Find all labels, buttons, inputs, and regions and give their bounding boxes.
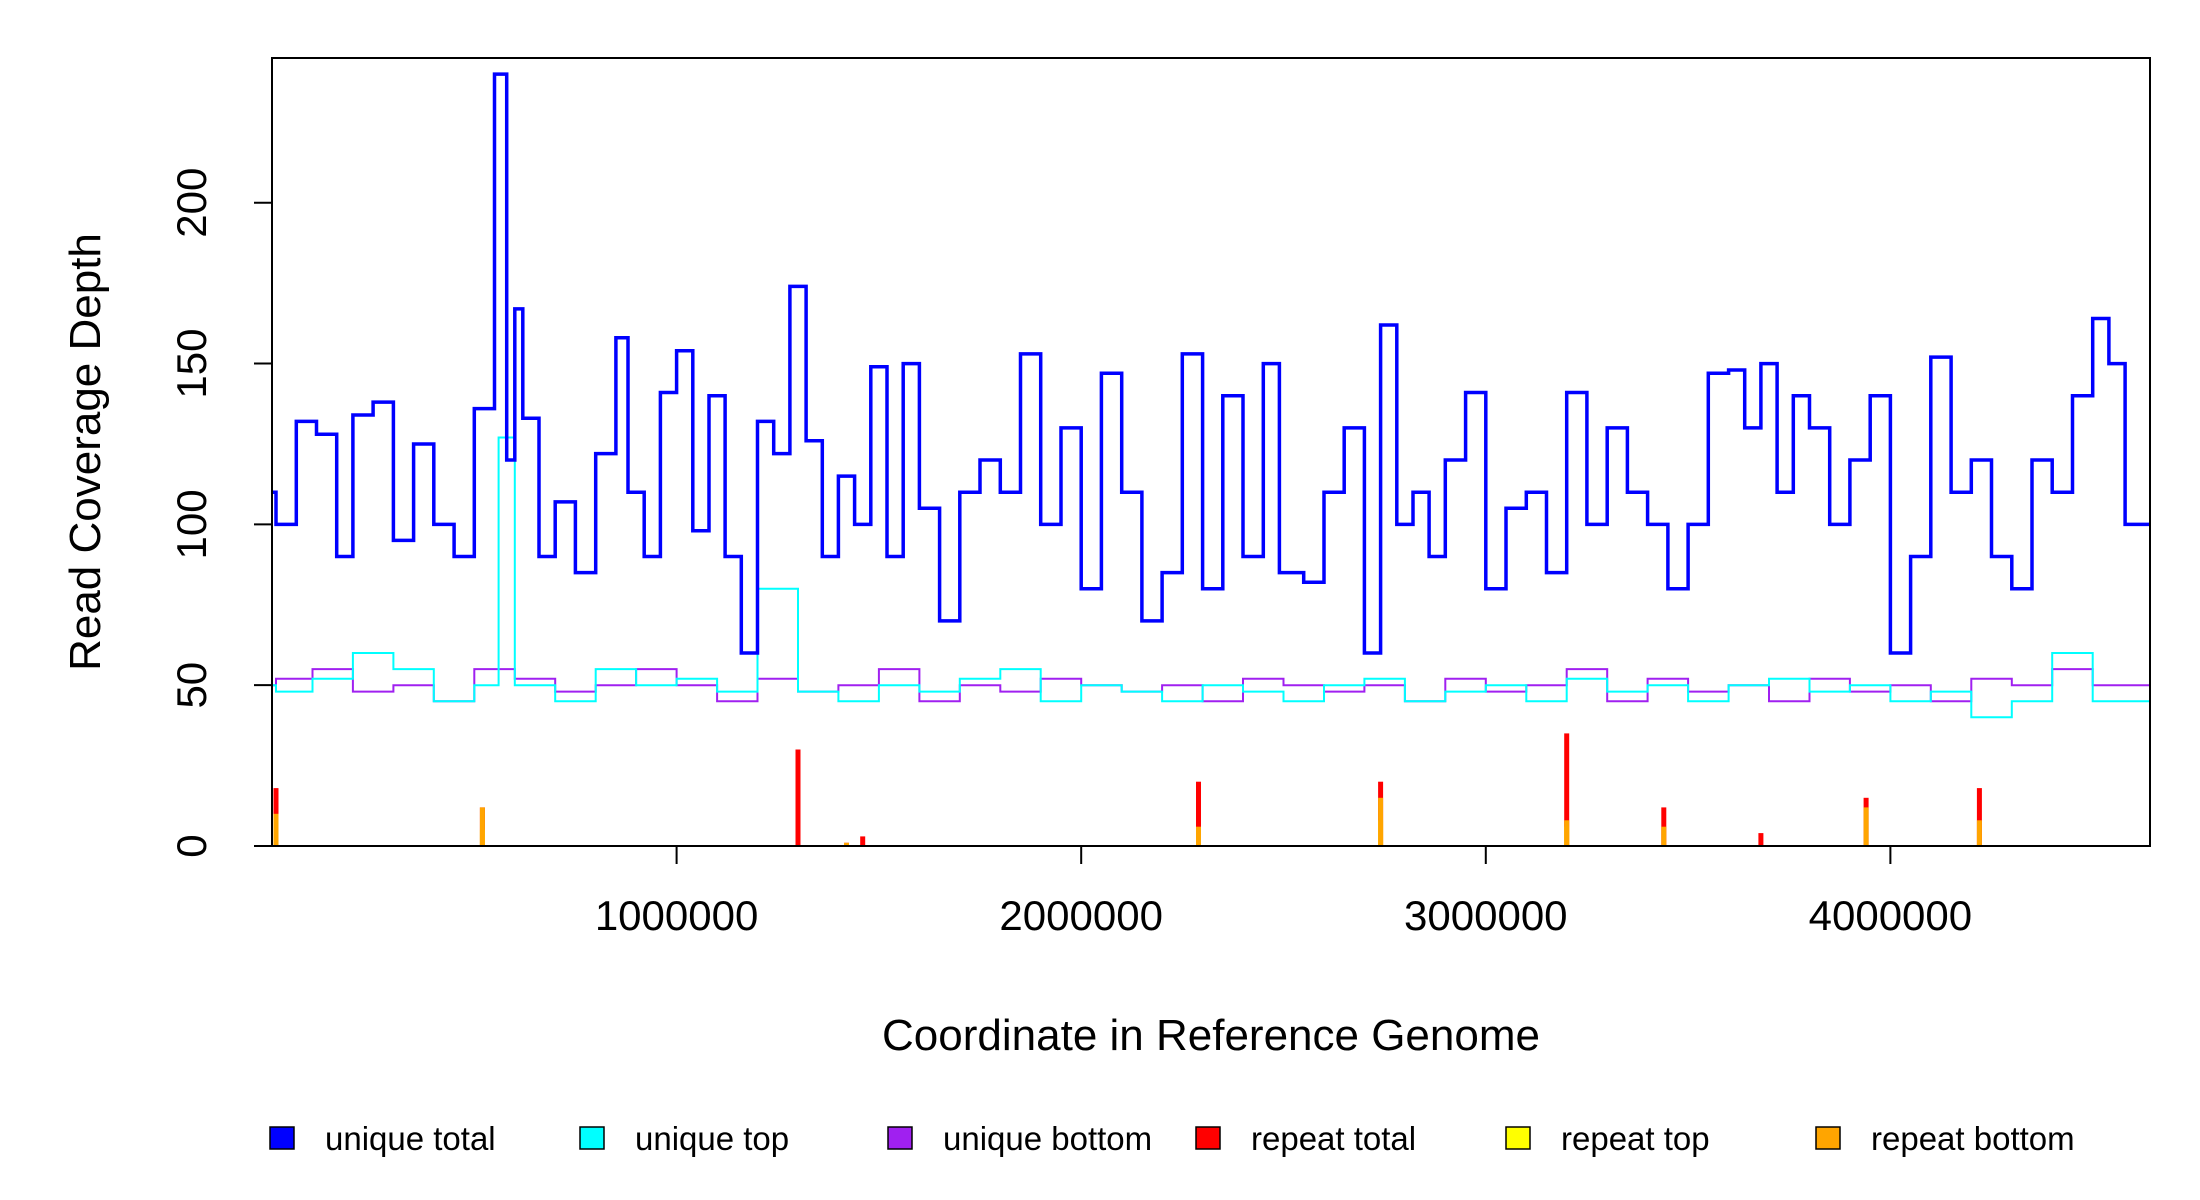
legend-label-repeat-total: repeat total <box>1251 1120 1416 1157</box>
repeat-bottom-spike <box>479 807 485 846</box>
y-axis: 0 50 100 150 200 <box>168 168 273 858</box>
x-axis: 1000000 2000000 3000000 4000000 <box>595 846 1972 939</box>
legend-label-unique-top: unique top <box>635 1120 789 1157</box>
legend-label-unique-bottom: unique bottom <box>943 1120 1152 1157</box>
x-axis-title: Coordinate in Reference Genome <box>882 1011 1540 1060</box>
legend: unique total unique top unique bottom repea… <box>269 1120 2075 1157</box>
legend-swatch-repeat-bottom <box>1815 1126 1841 1150</box>
y-tick-label: 200 <box>168 168 215 238</box>
y-tick-label: 100 <box>168 489 215 559</box>
repeat-bottom-spike <box>1661 826 1667 846</box>
repeat-total-spike <box>1196 781 1201 846</box>
unique-top-line <box>272 436 2150 719</box>
x-tick-label: 4000000 <box>1809 892 1973 939</box>
y-tick-label: 150 <box>168 329 215 399</box>
legend-swatch-unique-top <box>579 1126 605 1150</box>
legend-swatch-repeat-total <box>1195 1126 1221 1150</box>
legend-label-unique-total: unique total <box>325 1120 496 1157</box>
repeat-bottom-spike <box>844 842 849 846</box>
unique-total-line <box>272 72 2150 655</box>
x-tick-label: 3000000 <box>1404 892 1568 939</box>
repeat-bottom-spike <box>1378 797 1384 846</box>
repeat-bottom-spike <box>1976 820 1982 846</box>
y-axis-title: Read Coverage Depth <box>61 233 110 671</box>
x-tick-label: 1000000 <box>595 892 759 939</box>
legend-swatch-repeat-top <box>1505 1126 1531 1150</box>
legend-swatch-unique-bottom <box>887 1126 913 1150</box>
repeat-total-spike <box>1758 833 1764 846</box>
y-tick-label: 50 <box>168 662 215 709</box>
repeat-total-spike <box>860 836 866 846</box>
repeat-total-spike <box>1976 788 1982 846</box>
legend-label-repeat-top: repeat top <box>1561 1120 1710 1157</box>
legend-label-repeat-bottom: repeat bottom <box>1871 1120 2075 1157</box>
repeat-bottom-spike <box>1196 826 1201 846</box>
legend-swatch-unique-total <box>269 1126 295 1150</box>
repeat-total-spike <box>795 749 801 846</box>
plot-area-frame <box>271 57 2151 847</box>
repeat-bottom-spike <box>1564 820 1570 846</box>
repeat-total-spike <box>1564 733 1570 846</box>
repeat-layer <box>272 733 2150 847</box>
y-tick-label: 0 <box>168 834 215 857</box>
series-layer <box>272 72 2150 719</box>
x-tick-label: 2000000 <box>999 892 1163 939</box>
repeat-bottom-spike <box>1863 807 1869 846</box>
repeat-bottom-spike <box>273 813 279 846</box>
